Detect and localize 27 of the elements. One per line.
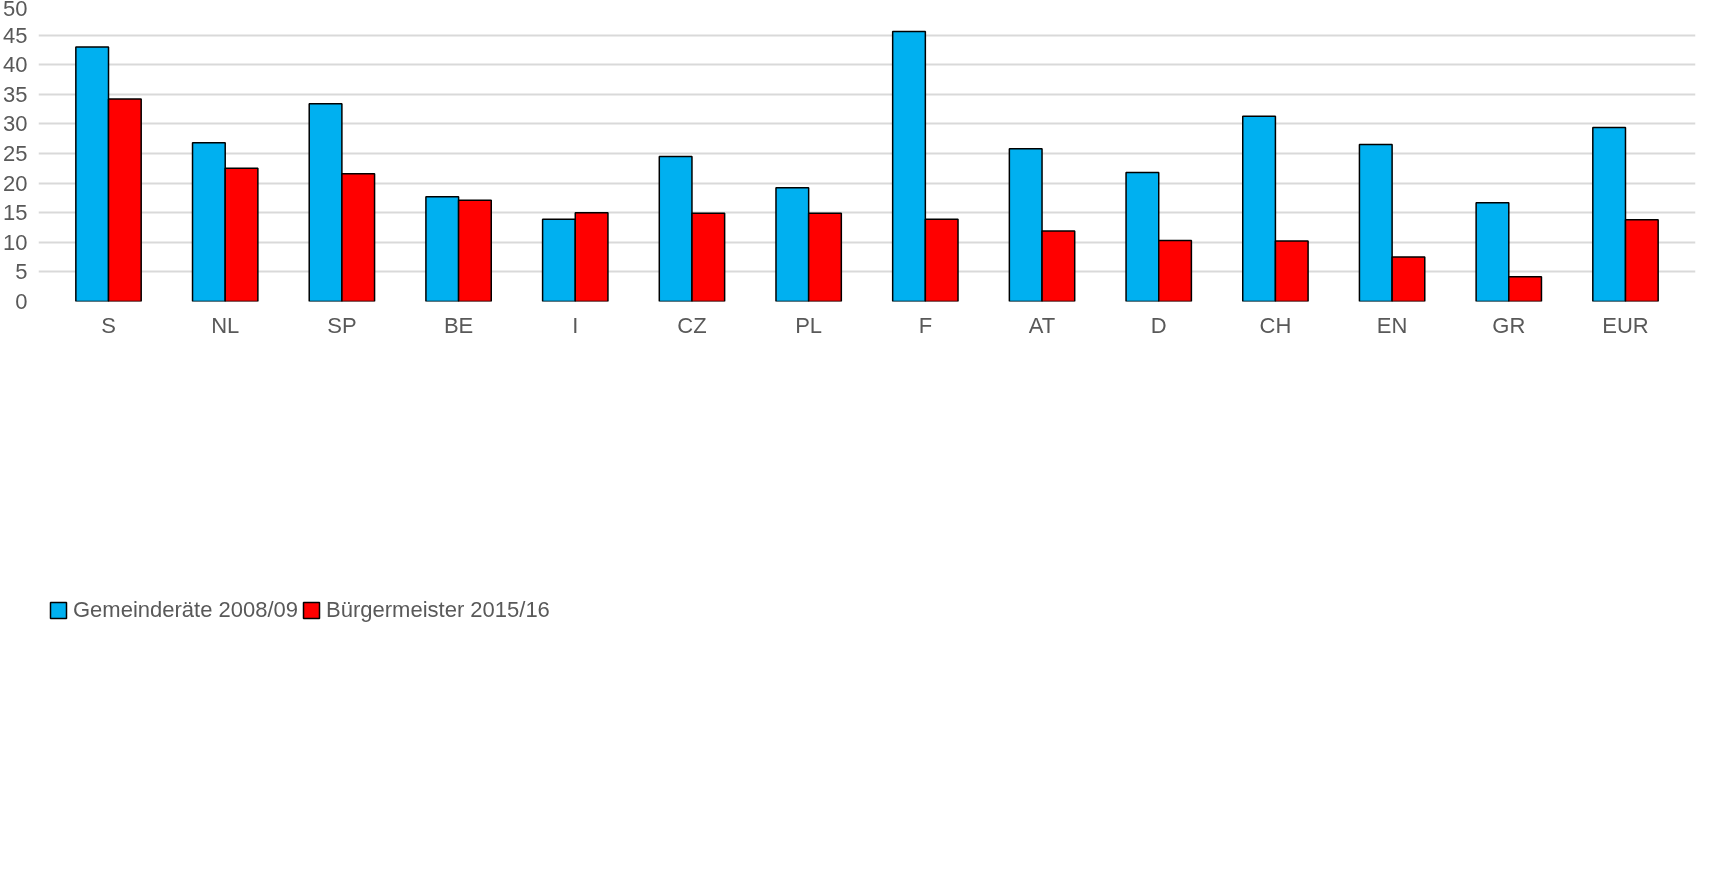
x-tick-label: PL	[795, 312, 823, 338]
y-tick-label: 20	[3, 170, 28, 196]
y-tick-label: 40	[3, 52, 28, 78]
y-tick-label: 0	[15, 289, 28, 314]
x-tick-label: AT	[1028, 312, 1056, 338]
x-tick-label: EN	[1376, 312, 1408, 338]
y-tick-label: 45	[3, 22, 28, 48]
x-tick-label: S	[101, 312, 116, 338]
x-tick-label: CZ	[677, 312, 707, 338]
y-tick-label: 5	[15, 259, 28, 285]
x-tick-label: D	[1150, 312, 1167, 338]
x-tick-label: CH	[1259, 312, 1292, 338]
y-tick-label: 50	[3, 0, 28, 21]
x-tick-label: EUR	[1602, 312, 1649, 338]
x-tick-label: I	[572, 312, 579, 338]
y-tick-label: 30	[3, 111, 28, 137]
x-tick-label: BE	[443, 312, 474, 338]
y-tick-label: 10	[3, 229, 28, 255]
x-tick-label: F	[918, 312, 933, 338]
x-tick-label: NL	[211, 312, 240, 338]
y-tick-label: 25	[3, 141, 28, 166]
y-tick-label: 15	[3, 200, 28, 226]
y-tick-label: 35	[3, 81, 28, 107]
legend-label: Bürgermeister 2015/16	[326, 597, 550, 623]
legend-label: Gemeinderäte 2008/09	[73, 597, 299, 623]
x-tick-label: SP	[327, 312, 357, 338]
x-tick-label: GR	[1492, 312, 1526, 338]
